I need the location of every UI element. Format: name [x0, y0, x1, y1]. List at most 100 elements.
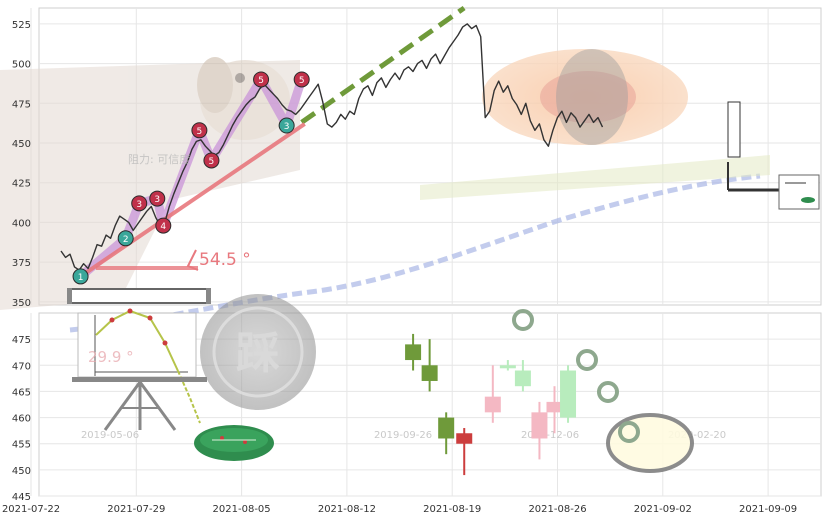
ghost-date-label: 2019-05-06 — [81, 430, 139, 441]
candle — [560, 365, 577, 423]
circuit-disc — [194, 425, 274, 461]
ghost-date-label: 2020-02-20 — [668, 430, 726, 441]
candle-body — [499, 365, 516, 369]
candle-body — [421, 365, 438, 381]
ghost-resistance-text: 阻力: 可信度 — [128, 152, 190, 166]
wave-marker-label: 5 — [299, 76, 305, 86]
ghost-date-labels: 2019-05-06 2019-09-26 2019-12-06 2020-02-20 — [81, 430, 726, 441]
candle — [484, 365, 501, 423]
candle — [456, 428, 473, 476]
candle — [405, 333, 422, 371]
x-tick-label: 2021-09-02 — [634, 504, 692, 515]
candle-body — [531, 412, 548, 439]
wave-marker-label: 3 — [284, 122, 290, 132]
top-y-tick-label: 375 — [12, 258, 31, 269]
wave-marker: 2 — [117, 230, 134, 247]
bottom-y-tick-label: 465 — [12, 387, 31, 398]
wave-marker-label: 5 — [197, 127, 203, 137]
top-y-tick-label: 475 — [12, 99, 31, 110]
candle — [546, 386, 563, 434]
wave-markers: 1 2 3 3 4 5 5 5 3 5 — [72, 71, 310, 285]
faded-trend-band — [420, 155, 770, 200]
wave-marker-dot — [293, 71, 310, 88]
wave-marker-dot — [191, 122, 208, 139]
highlight-zone — [482, 49, 688, 145]
candle — [438, 412, 455, 455]
angle-annotation: 54.5 ° — [96, 249, 251, 271]
bottom-y-tick-label: 455 — [12, 440, 31, 451]
ring-markers — [512, 309, 640, 443]
candle — [531, 401, 548, 460]
wave-marker: 5 — [203, 152, 220, 169]
wave-marker-dot — [72, 268, 89, 285]
wave-marker-dot — [131, 195, 148, 212]
ghost-date-label: 2019-09-26 — [374, 430, 432, 441]
x-tick-label: 2021-07-22 — [2, 504, 60, 515]
stamp-glyph: 踩 — [236, 328, 280, 379]
wave-band — [77, 74, 306, 280]
support-ribbon — [69, 173, 761, 333]
top-y-tick-label: 500 — [12, 60, 31, 71]
wave-marker: 4 — [155, 217, 172, 234]
stamp-circle: 踩 — [200, 294, 316, 410]
top-y-tick-label: 525 — [12, 20, 31, 31]
ghost-angle-text: 29.9 ° — [88, 348, 134, 366]
candle — [499, 360, 516, 371]
highlight-ellipse — [606, 413, 694, 473]
wave-marker: 3 — [278, 117, 295, 134]
wave-marker-label: 3 — [154, 195, 160, 205]
wave-marker-dot — [278, 117, 295, 134]
x-tick-label: 2021-08-26 — [528, 504, 586, 515]
top-y-tick-label: 450 — [12, 139, 31, 150]
wave-marker: 3 — [131, 195, 148, 212]
wave-band-path — [77, 74, 306, 280]
candle-body — [405, 344, 422, 361]
trend-lines — [79, 5, 466, 279]
wave-marker-dot — [203, 152, 220, 169]
mini-legend-box — [727, 101, 820, 210]
bottom-y-tick-label: 460 — [12, 414, 31, 425]
wave-marker: 5 — [293, 71, 310, 88]
candlestick-group — [405, 333, 577, 476]
candle-body — [514, 370, 531, 387]
candle — [514, 360, 531, 392]
bottom-y-tick-label: 445 — [12, 492, 31, 503]
candle-body — [546, 401, 563, 413]
support-trend-line — [79, 122, 306, 279]
wave-marker-label: 3 — [136, 200, 142, 210]
x-tick-label: 2021-09-09 — [739, 504, 797, 515]
axes: 3503754004254504755005254454504554604654… — [2, 20, 797, 515]
bottom-y-tick-label: 475 — [12, 335, 31, 346]
x-tick-label: 2021-08-19 — [423, 504, 481, 515]
x-tick-label: 2021-08-12 — [318, 504, 376, 515]
wave-marker-label: 5 — [209, 157, 215, 167]
candle-body — [560, 370, 577, 418]
price-line-group — [60, 23, 604, 271]
wave-marker-dot — [117, 230, 134, 247]
ghost-date-label: 2019-12-06 — [521, 430, 579, 441]
candle — [421, 339, 438, 392]
wave-marker-label: 5 — [258, 76, 264, 86]
measure-ruler — [67, 288, 211, 304]
candle-body — [438, 417, 455, 439]
top-y-tick-label: 425 — [12, 179, 31, 190]
wave-marker: 5 — [191, 122, 208, 139]
candle-body — [456, 433, 473, 444]
bottom-y-tick-label: 450 — [12, 466, 31, 477]
x-tick-label: 2021-07-29 — [107, 504, 165, 515]
wave-marker-dot — [149, 190, 166, 207]
x-tick-label: 2021-08-05 — [213, 504, 271, 515]
angle-label: 54.5 ° — [199, 250, 251, 270]
projection-trend-line — [300, 5, 466, 125]
top-y-tick-label: 350 — [12, 298, 31, 309]
easel-illustration: 29.9 ° — [72, 308, 207, 431]
wave-marker-label: 1 — [78, 273, 84, 283]
candle-body — [484, 396, 501, 413]
bottom-y-tick-label: 470 — [12, 361, 31, 372]
top-y-tick-label: 400 — [12, 218, 31, 229]
wave-marker-dot — [155, 217, 172, 234]
wave-marker: 1 — [72, 268, 89, 285]
wave-marker-label: 2 — [123, 235, 129, 245]
